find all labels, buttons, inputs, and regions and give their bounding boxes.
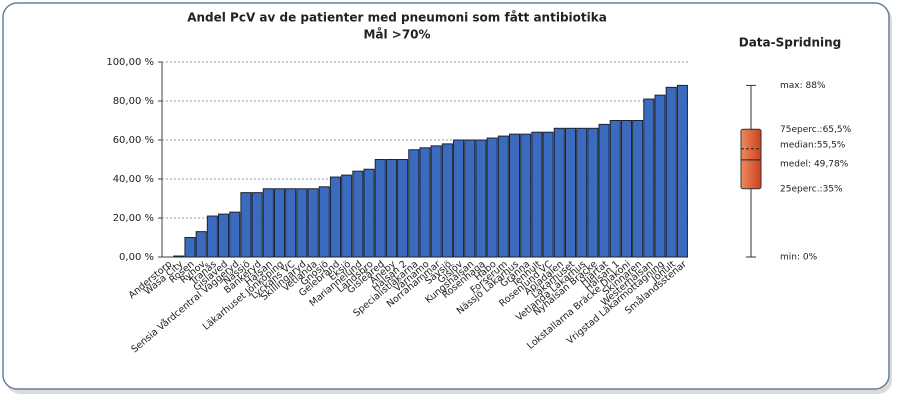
box-label: median:55,5% bbox=[780, 140, 846, 150]
bar bbox=[385, 159, 397, 258]
bar bbox=[564, 127, 577, 258]
bar bbox=[453, 139, 465, 258]
box-label: medel: 49,78% bbox=[780, 159, 849, 169]
box-title: Data-Spridning bbox=[739, 36, 842, 50]
bar bbox=[598, 123, 610, 258]
bar bbox=[553, 127, 565, 258]
box-label: 75eperc.:65,5% bbox=[780, 125, 852, 135]
y-tick-label: 100,00 % bbox=[106, 57, 154, 68]
bar bbox=[542, 131, 554, 258]
bar bbox=[318, 186, 330, 258]
bar bbox=[173, 255, 185, 258]
bar bbox=[665, 86, 677, 258]
bar bbox=[229, 211, 241, 258]
y-tick-label: 60,00 % bbox=[113, 135, 154, 146]
chart-title: Andel PcV av de patienter med pneumoni s… bbox=[187, 11, 607, 25]
bar bbox=[430, 145, 442, 258]
box-label: 25eperc.:35% bbox=[780, 184, 843, 194]
bar bbox=[296, 188, 308, 258]
y-tick-label: 0,00 % bbox=[119, 252, 154, 263]
bar bbox=[531, 131, 543, 258]
bar bbox=[285, 188, 297, 258]
bar bbox=[464, 139, 476, 258]
bar bbox=[329, 176, 342, 258]
bar bbox=[576, 127, 588, 258]
bar bbox=[195, 231, 207, 258]
chart-subtitle: Mål >70% bbox=[363, 28, 430, 42]
box-label: min: 0% bbox=[780, 253, 818, 263]
bar bbox=[632, 120, 644, 258]
y-tick-label: 20,00 % bbox=[113, 213, 154, 224]
bar bbox=[508, 133, 521, 258]
bar bbox=[262, 188, 274, 258]
bar bbox=[240, 192, 252, 258]
bar bbox=[587, 127, 599, 258]
bar bbox=[307, 188, 319, 258]
bar bbox=[654, 94, 666, 258]
y-tick-label: 80,00 % bbox=[113, 96, 154, 107]
bar bbox=[206, 215, 218, 258]
bar bbox=[620, 120, 632, 258]
bar bbox=[251, 192, 263, 258]
bar bbox=[218, 213, 230, 258]
bar bbox=[408, 149, 420, 258]
box-label: max: 88% bbox=[780, 81, 826, 91]
bar bbox=[273, 188, 286, 258]
bar bbox=[419, 147, 431, 258]
bar bbox=[352, 170, 364, 258]
y-tick-label: 40,00 % bbox=[113, 174, 154, 185]
bar bbox=[397, 159, 409, 258]
bar bbox=[643, 98, 655, 258]
bar bbox=[184, 237, 196, 258]
bar bbox=[520, 133, 532, 258]
bar bbox=[475, 139, 487, 258]
bar bbox=[441, 143, 453, 258]
bar bbox=[609, 120, 621, 258]
bar bbox=[341, 174, 353, 258]
bar bbox=[363, 168, 375, 258]
box bbox=[740, 128, 762, 190]
bar bbox=[497, 135, 509, 258]
bar bbox=[676, 84, 688, 258]
bar bbox=[374, 159, 386, 258]
bar bbox=[486, 137, 498, 258]
